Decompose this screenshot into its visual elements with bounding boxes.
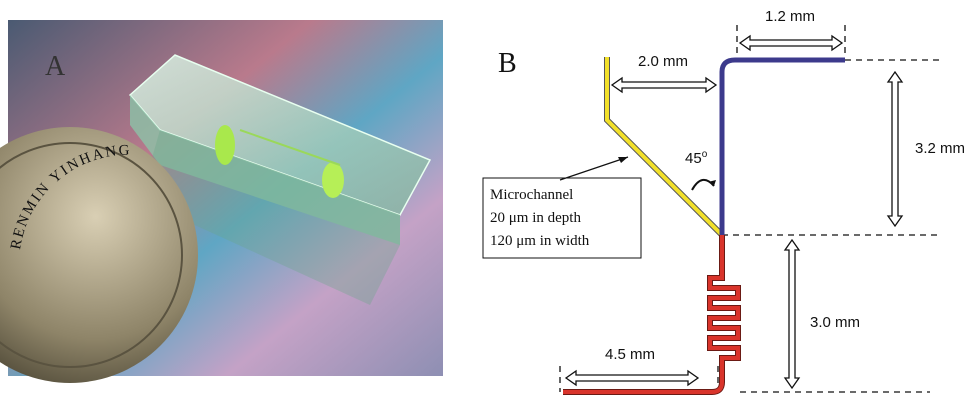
callout-line: 120 μm in width: [490, 233, 590, 249]
dimension-arrow: [612, 78, 716, 92]
panel-label: B: [498, 48, 517, 79]
red-outline: [563, 235, 738, 392]
callout-line: Microchannel: [490, 187, 573, 203]
callout-line: 20 μm in depth: [490, 210, 581, 226]
red-channel: [563, 235, 738, 392]
figure: RENMIN YINHANG A B 1.2 mm 2.0 mm 3.2 mm …: [0, 0, 969, 397]
dimension-arrow: [785, 240, 799, 388]
callout-pointer: [560, 157, 628, 180]
blue-channel: [722, 60, 845, 235]
callout-arrowhead: [618, 157, 628, 163]
angle-value: 45: [685, 150, 702, 167]
angle-label: 45o: [685, 149, 708, 167]
dimension-arrow: [566, 371, 698, 385]
dimension-label: 4.5 mm: [605, 346, 655, 363]
panel-label: A: [45, 51, 66, 82]
dimension-label: 2.0 mm: [638, 53, 688, 70]
inlet: [215, 125, 235, 165]
dimension-arrow: [888, 72, 902, 226]
dimension-label: 1.2 mm: [765, 8, 815, 25]
dimension-label: 3.0 mm: [810, 314, 860, 331]
dimension-label: 3.2 mm: [915, 140, 965, 157]
dimension-arrow: [740, 36, 842, 50]
diagram: B 1.2 mm 2.0 mm 3.2 mm 3.0 mm 4.5 mm 45o…: [483, 8, 965, 392]
photo: RENMIN YINHANG A: [0, 20, 443, 383]
angle-degree: o: [702, 149, 708, 160]
outlet: [322, 162, 344, 198]
